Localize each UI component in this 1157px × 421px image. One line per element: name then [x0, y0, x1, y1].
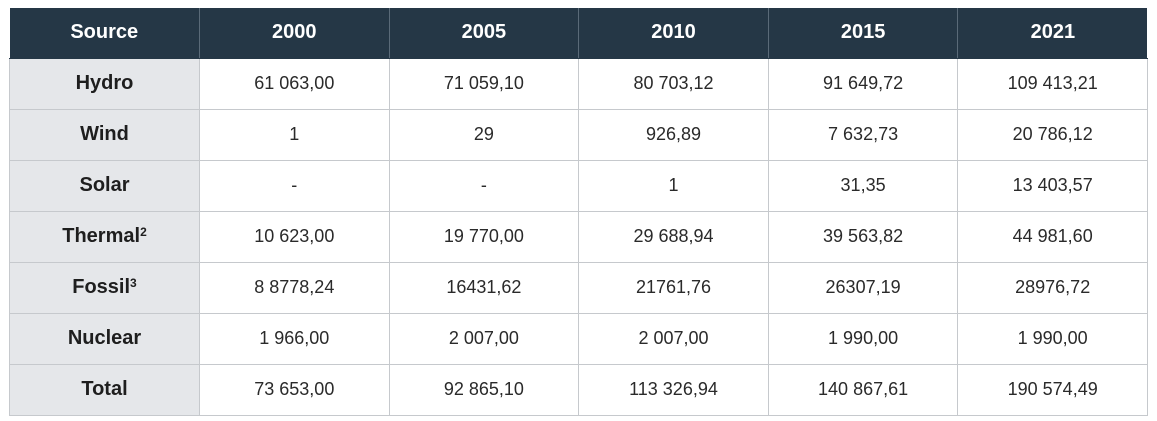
table-cell: 39 563,82: [767, 210, 959, 263]
source-label: Fossil: [72, 276, 131, 298]
table-cell: 91 649,72: [767, 57, 959, 110]
table-cell: 19 770,00: [388, 210, 580, 263]
table-cell: -: [388, 159, 580, 212]
table-cell: 113 326,94: [578, 363, 769, 416]
table-row: Fossil3 8 8778,24 16431,62 21761,76 26307,19…: [9, 261, 1148, 314]
table-body: Hydro 61 063,00 71 059,10 80 703,12 91 649,7…: [9, 57, 1148, 416]
table-row: Thermal2 10 623,00 19 770,00 29 688,94 39 56…: [9, 210, 1148, 263]
header-year-2021: 2021: [957, 8, 1148, 59]
table-cell: 109 413,21: [957, 57, 1148, 110]
source-label: Total: [81, 378, 128, 400]
table-row: Total 73 653,00 92 865,10 113 326,94 140 867…: [9, 363, 1148, 416]
table-cell: 1 990,00: [957, 312, 1148, 365]
table-cell: 8 8778,24: [199, 261, 390, 314]
table-cell: 190 574,49: [957, 363, 1148, 416]
table-cell: 20 786,12: [957, 108, 1148, 161]
table-cell: 80 703,12: [578, 57, 769, 110]
table-cell: 10 623,00: [199, 210, 390, 263]
header-year-2005: 2005: [389, 8, 580, 59]
table-cell: 16431,62: [388, 261, 580, 314]
table-row: Hydro 61 063,00 71 059,10 80 703,12 91 649,7…: [9, 57, 1148, 110]
header-source: Source: [9, 8, 200, 59]
table-cell: 73 653,00: [199, 363, 390, 416]
footnote-marker: 3: [130, 276, 137, 290]
source-label: Wind: [80, 123, 129, 145]
row-label-solar: Solar: [9, 159, 200, 212]
header-year-2015: 2015: [768, 8, 959, 59]
table-cell: 7 632,73: [767, 108, 959, 161]
row-label-hydro: Hydro: [9, 57, 200, 110]
row-label-wind: Wind: [9, 108, 200, 161]
source-label: Nuclear: [67, 327, 142, 349]
row-label-thermal: Thermal2: [9, 210, 200, 263]
table-header-row: Source 2000 2005 2010 2015 2021: [9, 8, 1148, 59]
source-label: Solar: [79, 174, 130, 196]
table-row: Nuclear 1 966,00 2 007,00 2 007,00 1 990,00 1…: [9, 312, 1148, 365]
table-cell: 29: [388, 108, 580, 161]
table-cell: 2 007,00: [578, 312, 769, 365]
table-cell: -: [199, 159, 390, 212]
row-label-nuclear: Nuclear: [9, 312, 200, 365]
table-cell: 1 990,00: [767, 312, 959, 365]
energy-table-container: Source 2000 2005 2010 2015 2021 Hydro 61 063,0…: [9, 8, 1148, 416]
table-cell: 140 867,61: [767, 363, 959, 416]
header-year-2010: 2010: [578, 8, 769, 59]
row-label-fossil: Fossil3: [9, 261, 200, 314]
table-cell: 92 865,10: [388, 363, 580, 416]
table-cell: 926,89: [578, 108, 769, 161]
table-row: Solar - -1 31,35 13 403,57: [9, 159, 1148, 212]
table-cell: 29 688,94: [578, 210, 769, 263]
table-cell: 1 966,00: [199, 312, 390, 365]
table-row: Wind 1 29 926,89 7 632,73 20 786,12: [9, 108, 1148, 161]
table-cell: 28976,72: [957, 261, 1148, 314]
table-cell: 71 059,10: [388, 57, 580, 110]
header-year-2000: 2000: [199, 8, 390, 59]
source-label: Thermal: [62, 225, 141, 247]
table-cell: 1: [578, 159, 769, 212]
table-cell: 31,35: [767, 159, 959, 212]
energy-sources-table: Source 2000 2005 2010 2015 2021 Hydro 61 063,0…: [9, 8, 1148, 416]
table-cell: 21761,76: [578, 261, 769, 314]
table-cell: 44 981,60: [957, 210, 1148, 263]
table-cell: 26307,19: [767, 261, 959, 314]
source-label: Hydro: [75, 72, 134, 94]
row-label-total: Total: [9, 363, 200, 416]
table-cell: 13 403,57: [957, 159, 1148, 212]
footnote-marker: 2: [140, 225, 147, 239]
table-cell: 1: [199, 108, 390, 161]
table-cell: 2 007,00: [388, 312, 580, 365]
table-cell: 61 063,00: [199, 57, 390, 110]
